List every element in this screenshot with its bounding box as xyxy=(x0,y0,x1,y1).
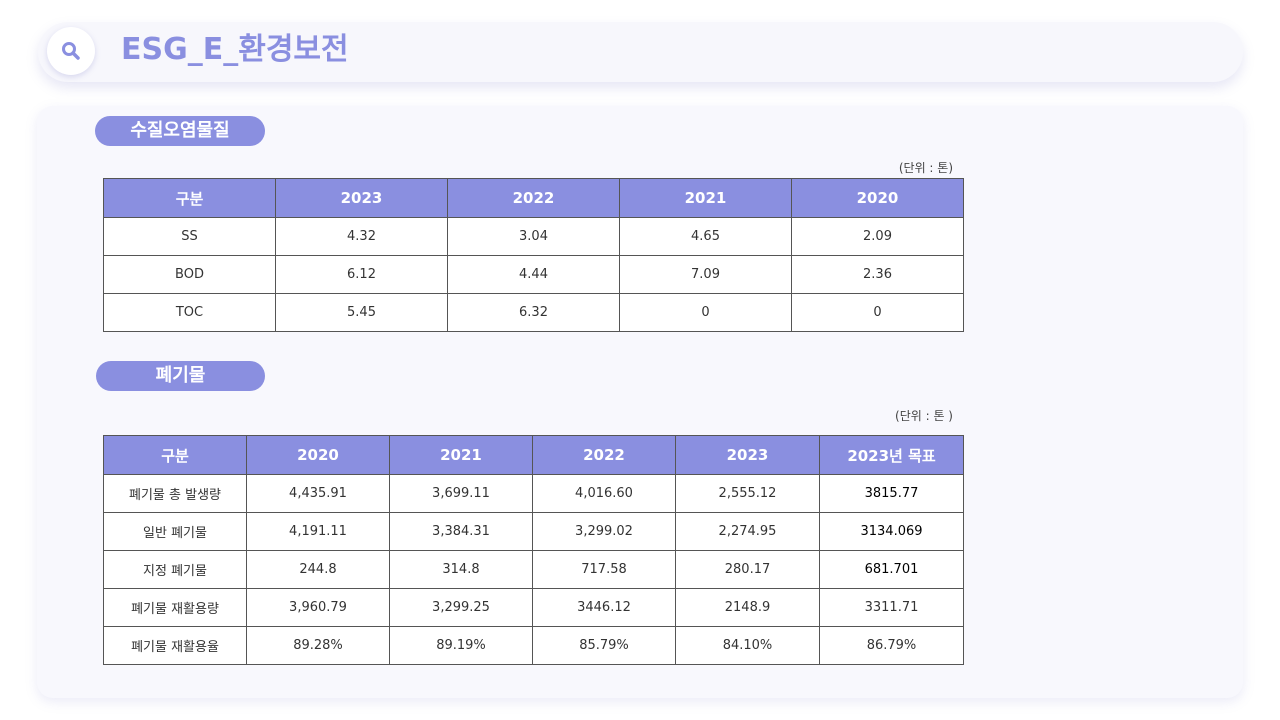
column-header: 구분 xyxy=(103,435,247,475)
table-cell: 4.44 xyxy=(447,255,620,294)
header-bar xyxy=(38,22,1243,82)
waste-table: 구분 2020 2021 2022 2023 2023년 목표 폐기물 총 발생… xyxy=(103,435,964,665)
section-label-water: 수질오염물질 xyxy=(95,116,265,146)
table-cell: 3134.069 xyxy=(819,512,964,551)
table-cell: 3,299.02 xyxy=(532,512,676,551)
page-title: ESG_E_환경보전 xyxy=(121,32,349,67)
table-row: 폐기물 총 발생량 4,435.91 3,699.11 4,016.60 2,5… xyxy=(103,474,964,513)
table-cell: 4,016.60 xyxy=(532,474,676,513)
table-cell: 0 xyxy=(791,293,964,332)
table-cell: 3311.71 xyxy=(819,588,964,627)
column-header: 2023 xyxy=(275,178,448,218)
table-cell: 0 xyxy=(619,293,792,332)
table-row: 폐기물 재활용율 89.28% 89.19% 85.79% 84.10% 86.… xyxy=(103,626,964,665)
row-label: TOC xyxy=(103,293,276,332)
table-cell: 2,555.12 xyxy=(675,474,820,513)
table-cell: 3,384.31 xyxy=(389,512,533,551)
row-label: 폐기물 재활용량 xyxy=(103,588,247,627)
table-cell: 2148.9 xyxy=(675,588,820,627)
table-cell: 280.17 xyxy=(675,550,820,589)
column-header: 2022 xyxy=(532,435,676,475)
row-label: 지정 폐기물 xyxy=(103,550,247,589)
column-header: 2022 xyxy=(447,178,620,218)
column-header: 2023 xyxy=(675,435,820,475)
unit-note-water: (단위 : 톤) xyxy=(898,161,953,175)
column-header: 2021 xyxy=(619,178,792,218)
row-label: 폐기물 재활용율 xyxy=(103,626,247,665)
row-label: SS xyxy=(103,217,276,256)
table-cell: 89.28% xyxy=(246,626,390,665)
table-cell: 4.65 xyxy=(619,217,792,256)
table-cell: 3,299.25 xyxy=(389,588,533,627)
table-row: SS 4.32 3.04 4.65 2.09 xyxy=(103,217,964,256)
table-cell: 717.58 xyxy=(532,550,676,589)
table-row: 지정 폐기물 244.8 314.8 717.58 280.17 681.701 xyxy=(103,550,964,589)
table-cell: 4.32 xyxy=(275,217,448,256)
search-icon xyxy=(62,42,80,60)
table-cell: 89.19% xyxy=(389,626,533,665)
table-cell: 314.8 xyxy=(389,550,533,589)
table-cell: 6.32 xyxy=(447,293,620,332)
column-header: 2020 xyxy=(791,178,964,218)
table-cell: 3,699.11 xyxy=(389,474,533,513)
table-header-row: 구분 2020 2021 2022 2023 2023년 목표 xyxy=(103,435,964,475)
table-cell: 2.09 xyxy=(791,217,964,256)
table-cell: 3815.77 xyxy=(819,474,964,513)
table-cell: 2.36 xyxy=(791,255,964,294)
table-header-row: 구분 2023 2022 2021 2020 xyxy=(103,178,964,218)
column-header: 2023년 목표 xyxy=(819,435,964,475)
table-cell: 3446.12 xyxy=(532,588,676,627)
table-cell: 85.79% xyxy=(532,626,676,665)
table-cell: 244.8 xyxy=(246,550,390,589)
table-row: TOC 5.45 6.32 0 0 xyxy=(103,293,964,332)
row-label: BOD xyxy=(103,255,276,294)
table-row: 일반 폐기물 4,191.11 3,384.31 3,299.02 2,274.… xyxy=(103,512,964,551)
table-row: 폐기물 재활용량 3,960.79 3,299.25 3446.12 2148.… xyxy=(103,588,964,627)
table-cell: 6.12 xyxy=(275,255,448,294)
table-cell: 5.45 xyxy=(275,293,448,332)
unit-note-waste: (단위 : 톤 ) xyxy=(895,409,953,423)
section-label-waste: 폐기물 xyxy=(96,361,265,391)
row-label: 일반 폐기물 xyxy=(103,512,247,551)
column-header: 구분 xyxy=(103,178,276,218)
table-cell: 2,274.95 xyxy=(675,512,820,551)
column-header: 2020 xyxy=(246,435,390,475)
water-pollutant-table: 구분 2023 2022 2021 2020 SS 4.32 3.04 4.65… xyxy=(103,178,964,332)
table-cell: 3,960.79 xyxy=(246,588,390,627)
row-label: 폐기물 총 발생량 xyxy=(103,474,247,513)
table-cell: 681.701 xyxy=(819,550,964,589)
column-header: 2021 xyxy=(389,435,533,475)
table-cell: 86.79% xyxy=(819,626,964,665)
table-cell: 84.10% xyxy=(675,626,820,665)
table-cell: 3.04 xyxy=(447,217,620,256)
table-cell: 4,191.11 xyxy=(246,512,390,551)
search-button[interactable] xyxy=(47,27,95,75)
table-row: BOD 6.12 4.44 7.09 2.36 xyxy=(103,255,964,294)
table-cell: 4,435.91 xyxy=(246,474,390,513)
table-cell: 7.09 xyxy=(619,255,792,294)
